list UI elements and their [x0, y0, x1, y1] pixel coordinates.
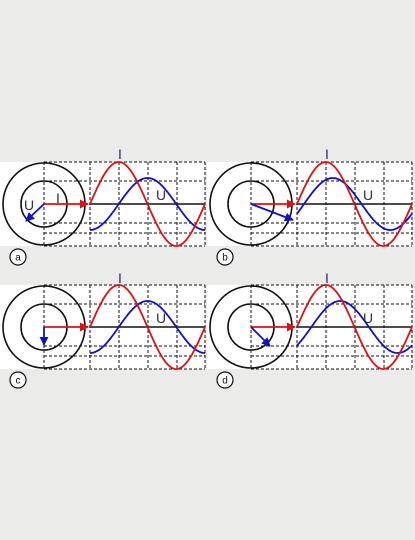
current-wave — [89, 161, 206, 247]
current-phasor-label: I — [56, 190, 60, 206]
panel-badge — [9, 248, 27, 266]
voltage-wave-label: U — [363, 310, 373, 326]
current-wave-label: I — [118, 146, 122, 162]
panel-badge-label: b — [222, 253, 228, 264]
voltage-wave — [90, 300, 205, 354]
panel-badge-label: c — [16, 376, 21, 387]
panels-layer: I U U Ia I Ub I Uc I Ud — [0, 146, 413, 389]
current-wave-label: I — [325, 146, 329, 162]
current-wave — [296, 284, 413, 370]
current-wave-label: I — [118, 270, 122, 286]
current-wave — [296, 161, 413, 247]
current-wave — [89, 284, 206, 370]
current-wave-label: I — [325, 270, 329, 286]
voltage-phasor-arrow — [25, 203, 45, 222]
voltage-wave — [90, 177, 205, 231]
panel-b: I Ub — [207, 146, 413, 266]
voltage-wave-label: U — [156, 310, 166, 326]
panel-d: I Ud — [207, 270, 413, 389]
panel-badge — [216, 371, 234, 389]
panel-badge — [9, 371, 27, 389]
voltage-wave — [296, 177, 413, 231]
panel-c: I Uc — [0, 270, 206, 389]
panel-a: I U U Ia — [0, 146, 206, 266]
voltage-phasor-arrow — [250, 326, 271, 347]
voltage-wave-label: U — [156, 187, 166, 203]
panel-badge-label: a — [15, 253, 21, 264]
panel-badge — [216, 248, 234, 266]
voltage-wave — [296, 300, 413, 354]
voltage-phasor-arrow — [250, 203, 294, 222]
panel-badge-label: d — [222, 376, 228, 387]
voltage-wave-label: U — [363, 187, 373, 203]
voltage-phasor-label: U — [24, 197, 34, 213]
